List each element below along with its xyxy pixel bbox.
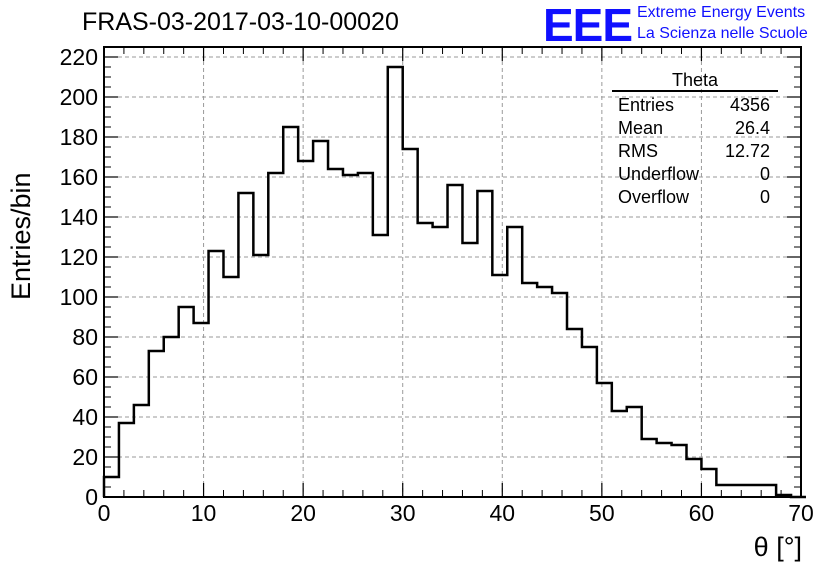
- x-tick-label: 20: [290, 500, 316, 526]
- stats-value: 0: [759, 187, 770, 207]
- x-tick-label: 30: [390, 500, 416, 526]
- stats-value: 12.72: [724, 141, 770, 161]
- stats-box: Theta Entries 4356 Mean 26.4 RMS 12.72 U…: [612, 70, 778, 209]
- stats-value: 4356: [729, 95, 770, 115]
- stats-value: 26.4: [734, 118, 770, 138]
- axis-ticks: [103, 46, 802, 498]
- y-tick-label: 100: [60, 284, 98, 310]
- histogram-line: [102, 65, 806, 499]
- y-tick-label: 160: [60, 164, 98, 190]
- eee-logo: EEE: [543, 0, 633, 51]
- stats-label: Mean: [618, 118, 664, 138]
- plot-frame: [103, 46, 802, 498]
- stats-label: Underflow: [618, 164, 700, 184]
- tick-labels: 0 10 20 30 40 50 60 70 0 20 40 60 80 100 120 140 160 180 2…: [60, 44, 814, 526]
- stats-row-underflow: Underflow 0: [612, 163, 778, 186]
- x-tick-label: 50: [589, 500, 615, 526]
- stats-label: Overflow: [618, 187, 690, 207]
- y-tick-label: 0: [85, 484, 98, 510]
- x-tick-label: 60: [689, 500, 715, 526]
- y-tick-label: 180: [60, 124, 98, 150]
- x-tick-label: 10: [191, 500, 217, 526]
- y-tick-label: 140: [60, 204, 98, 230]
- x-tick-label: 70: [788, 500, 814, 526]
- stats-value: 0: [759, 164, 770, 184]
- y-tick-label: 20: [72, 444, 98, 470]
- y-tick-label: 60: [72, 364, 98, 390]
- x-axis-label: θ [°]: [753, 532, 802, 562]
- y-tick-label: 120: [60, 244, 98, 270]
- stats-label: RMS: [618, 141, 658, 161]
- grid-lines: [104, 47, 801, 497]
- y-axis-label: Entries/bin: [6, 172, 36, 300]
- y-tick-label: 200: [60, 84, 98, 110]
- stats-row-rms: RMS 12.72: [612, 140, 778, 163]
- stats-row-overflow: Overflow 0: [612, 186, 778, 209]
- stats-row-entries: Entries 4356: [612, 94, 778, 117]
- y-tick-label: 40: [72, 404, 98, 430]
- chart-title: FRAS-03-2017-03-10-00020: [82, 8, 399, 36]
- stats-row-mean: Mean 26.4: [612, 117, 778, 140]
- y-tick-label: 220: [60, 44, 98, 70]
- logo-subtitle-1: Extreme Energy Events: [637, 4, 806, 21]
- x-tick-label: 40: [489, 500, 515, 526]
- logo-subtitle-2: La Scienza nelle Scuole: [637, 25, 808, 42]
- stats-label: Entries: [618, 95, 675, 115]
- stats-title: Theta: [612, 70, 778, 92]
- y-tick-label: 80: [72, 324, 98, 350]
- x-tick-label: 0: [98, 500, 111, 526]
